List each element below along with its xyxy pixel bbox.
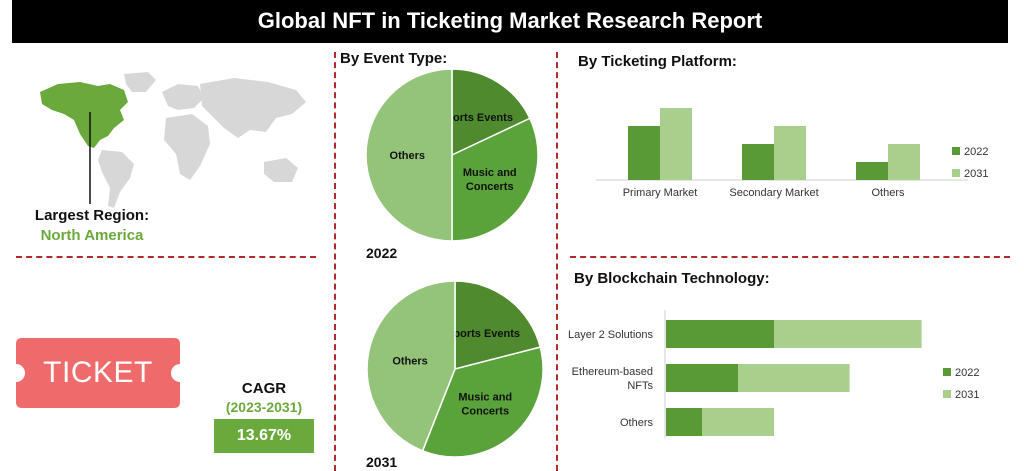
ticket-graphic: TICKET (16, 338, 180, 408)
largest-region-value: North America (40, 227, 144, 244)
pie-label-music-and-concerts: Music and Concerts (458, 391, 512, 417)
pie-label-music-and-concerts: Music and Concerts (463, 167, 517, 193)
bar-secondary-market-2022 (742, 144, 774, 180)
largest-region-label: Largest Region: (34, 207, 150, 224)
map-europe (162, 84, 204, 110)
pie-label-sports-events: Sports Events (439, 112, 513, 124)
x-tick-label-secondary-market: Secondary Market (729, 187, 818, 199)
legend-swatch-2022 (943, 368, 951, 376)
bar-primary-market-2031 (660, 108, 692, 180)
y-tick-label-layer-2-solutions: Layer 2 Solutions (568, 329, 653, 341)
y-tick-label-ethereum-based-nfts: Ethereum-based NFTs (572, 366, 654, 392)
pie-slice-sports-events (451, 68, 531, 157)
report-title: Global NFT in Ticketing Market Research … (12, 0, 1008, 43)
legend-label-2022: 2022 (955, 367, 979, 379)
pie-label-others: Others (392, 355, 427, 367)
pie-slice-others (366, 280, 456, 452)
pie-slice-music-and-concerts (451, 117, 539, 242)
event-type-title: By Event Type: (340, 50, 448, 67)
pie-2031-year: 2031 (366, 454, 398, 470)
bar-ethereum-based-nfts-2031 (738, 364, 850, 392)
legend-label-2031: 2031 (955, 389, 979, 401)
map-north-america (40, 82, 128, 148)
map-greenland (124, 72, 156, 92)
bar-others-2022 (856, 162, 888, 180)
pie-label-others: Others (390, 150, 425, 162)
pie-chart-2031: Sports Events Music and Concerts Others (366, 280, 544, 458)
map-australia (264, 158, 298, 182)
cagr-label: CAGR (241, 380, 287, 397)
pie-slice-sports-events (454, 280, 542, 370)
cagr-value: 13.67% (214, 419, 314, 453)
cagr-period: (2023-2031) (225, 399, 303, 415)
pie-slice-music-and-concerts (421, 346, 544, 458)
legend-swatch-2022 (952, 147, 960, 155)
divider-right-horizontal (570, 256, 1010, 258)
world-map (40, 72, 306, 208)
map-south-america (98, 150, 134, 208)
blockchain-bar-chart: Layer 2 Solutions Ethereum-based NFTs Other… (568, 310, 979, 438)
pie-label-sports-events: Sports Events (446, 328, 520, 340)
pie-2022-year: 2022 (366, 245, 398, 261)
bar-others-2031 (702, 408, 774, 436)
platform-bar-chart: Primary Market Secondary Market Others 2022… (596, 108, 988, 199)
map-africa (164, 114, 210, 180)
pie-slice-others (365, 68, 453, 242)
bar-others-2022 (666, 408, 702, 436)
x-tick-label-primary-market: Primary Market (623, 187, 698, 199)
legend-label-2031: 2031 (964, 168, 988, 180)
bar-primary-market-2022 (628, 126, 660, 180)
bar-layer-2-solutions-2031 (774, 320, 922, 348)
divider-left (334, 52, 336, 471)
legend-swatch-2031 (952, 169, 960, 177)
bar-secondary-market-2031 (774, 126, 806, 180)
blockchain-title: By Blockchain Technology: (574, 270, 770, 287)
ticket-shape (16, 338, 180, 408)
legend-label-2022: 2022 (964, 146, 988, 158)
bar-ethereum-based-nfts-2022 (666, 364, 738, 392)
ticket-text: TICKET (43, 356, 153, 389)
bar-others-2031 (888, 144, 920, 180)
x-tick-label-others: Others (871, 187, 905, 199)
platform-title: By Ticketing Platform: (578, 53, 737, 70)
map-asia (200, 78, 306, 138)
divider-left-horizontal (16, 256, 316, 258)
y-tick-label-others: Others (620, 417, 654, 429)
pie-chart-2022: Sports Events Music and Concerts Others (365, 68, 539, 242)
divider-right (556, 52, 558, 471)
bar-layer-2-solutions-2022 (666, 320, 774, 348)
legend-swatch-2031 (943, 390, 951, 398)
